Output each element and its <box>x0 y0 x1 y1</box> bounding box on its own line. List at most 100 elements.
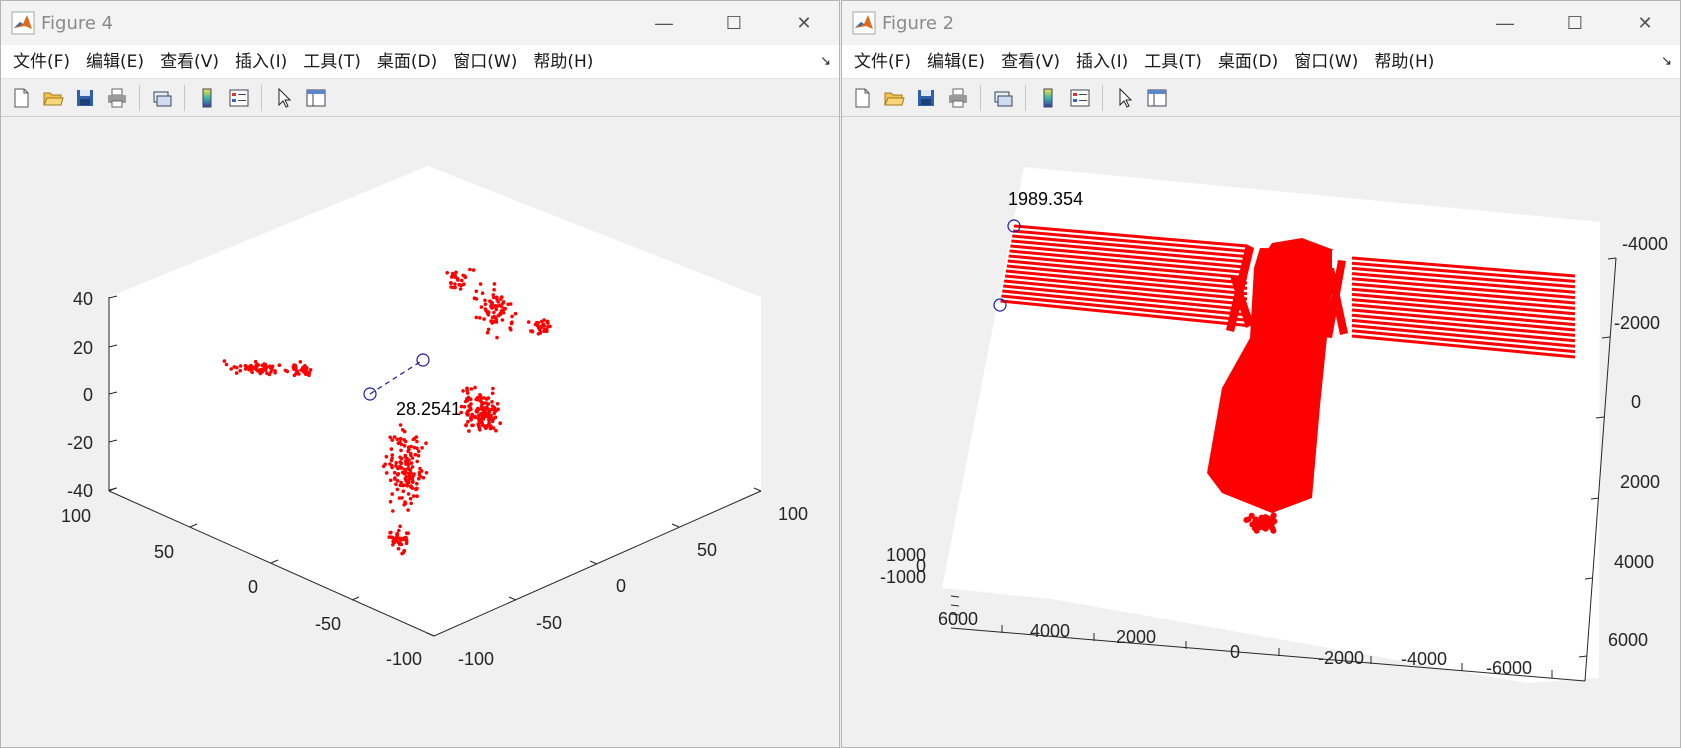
scatter-point <box>478 316 482 320</box>
link-plot-button[interactable] <box>148 84 176 112</box>
datatip-marker[interactable] <box>1007 219 1021 233</box>
solar-panel-row <box>1008 254 1248 280</box>
menu-edit[interactable]: 编辑(E) <box>927 51 986 72</box>
open-file-button[interactable] <box>880 84 908 112</box>
menu-tools[interactable]: 工具(T) <box>303 51 361 72</box>
scatter-point <box>466 395 471 400</box>
scatter3-plot-right[interactable]: -4000 -2000 0 2000 4000 6000 6000 4000 2… <box>842 118 1681 748</box>
link-plot-button[interactable] <box>989 84 1017 112</box>
close-button[interactable]: ✕ <box>796 12 812 33</box>
property-inspector-icon <box>306 89 326 106</box>
insert-legend-button[interactable] <box>1066 84 1094 112</box>
scatter-point <box>295 371 300 376</box>
menu-file[interactable]: 文件(F) <box>13 51 71 72</box>
print-button[interactable] <box>103 84 131 112</box>
insert-legend-button[interactable] <box>225 84 253 112</box>
datatip-marker[interactable] <box>993 298 1007 312</box>
y-tick-labels: 100 50 0 -50 -100 <box>61 506 422 669</box>
menu-view[interactable]: 查看(V) <box>1001 51 1060 72</box>
datatip[interactable]: 1989.354 <box>993 189 1083 312</box>
scatter-point <box>395 473 400 477</box>
scatter-point <box>406 508 410 512</box>
title-bar[interactable]: Figure 2 — ☐ ✕ <box>842 1 1680 45</box>
insert-colorbar-button[interactable] <box>1034 84 1062 112</box>
minimize-button[interactable]: — <box>1496 12 1514 33</box>
scatter-point <box>542 329 546 333</box>
point-mass <box>1262 238 1334 258</box>
solar-panel-row <box>1002 289 1248 317</box>
right-axis-tick-label: 0 <box>1631 392 1641 412</box>
spacecraft-point-cloud <box>1000 224 1576 534</box>
edit-plot-button[interactable] <box>1111 84 1139 112</box>
scatter-point <box>445 271 450 275</box>
menu-insert[interactable]: 插入(I) <box>234 51 288 72</box>
axes-area[interactable]: 40 20 0 -20 -40 100 50 0 -50 -100 -100 -… <box>1 118 840 748</box>
matlab-logo-icon <box>11 11 35 35</box>
maximize-button[interactable]: ☐ <box>1566 12 1584 33</box>
menu-desktop[interactable]: 桌面(D) <box>1217 51 1279 72</box>
dock-arrow-icon[interactable]: ↘ <box>820 53 831 68</box>
x-tick-label: 100 <box>778 504 808 524</box>
menu-window[interactable]: 窗口(W) <box>1294 51 1359 72</box>
menu-help[interactable]: 帮助(H) <box>533 51 594 72</box>
scatter-point <box>298 360 303 364</box>
scatter-point <box>494 428 498 433</box>
scatter-point <box>451 285 456 290</box>
solar-panel-row <box>1351 308 1576 332</box>
menu-help[interactable]: 帮助(H) <box>1374 51 1435 72</box>
menu-edit[interactable]: 编辑(E) <box>86 51 145 72</box>
scatter-point <box>477 419 482 424</box>
dock-arrow-icon[interactable]: ↘ <box>1661 53 1672 68</box>
scatter-point <box>406 492 411 496</box>
scatter-point <box>292 373 297 378</box>
scatter-point <box>476 416 481 421</box>
menu-desktop[interactable]: 桌面(D) <box>376 51 438 72</box>
property-inspector-button[interactable] <box>1143 84 1171 112</box>
solar-panel-row <box>1003 279 1248 306</box>
title-bar[interactable]: Figure 4 — ☐ ✕ <box>1 1 839 45</box>
datatip-marker[interactable] <box>416 353 430 367</box>
datatip-distance-line <box>369 359 424 395</box>
solar-panel-row <box>1351 334 1576 359</box>
scatter-point <box>464 423 468 428</box>
close-button[interactable]: ✕ <box>1637 12 1653 33</box>
scatter-point <box>470 423 474 428</box>
datatip[interactable]: 28.2541 <box>363 353 461 419</box>
maximize-button[interactable]: ☐ <box>725 12 743 33</box>
property-inspector-button[interactable] <box>302 84 330 112</box>
menu-file[interactable]: 文件(F) <box>854 51 912 72</box>
scatter-point <box>421 475 426 480</box>
edit-plot-button[interactable] <box>270 84 298 112</box>
insert-colorbar-button[interactable] <box>193 84 221 112</box>
print-button[interactable] <box>944 84 972 112</box>
menu-view[interactable]: 查看(V) <box>160 51 219 72</box>
minimize-button[interactable]: — <box>655 12 673 33</box>
menu-insert[interactable]: 插入(I) <box>1075 51 1129 72</box>
axes-area[interactable]: -4000 -2000 0 2000 4000 6000 6000 4000 2… <box>842 118 1681 748</box>
scatter-point <box>496 313 501 318</box>
solar-panel-row <box>1351 272 1576 294</box>
scatter-point <box>485 425 489 429</box>
open-file-button[interactable] <box>39 84 67 112</box>
scatter-point <box>415 459 420 464</box>
scatter-point <box>480 421 485 426</box>
scatter3-plot-left[interactable]: 40 20 0 -20 -40 100 50 0 -50 -100 -100 -… <box>1 118 840 748</box>
datatip-marker[interactable] <box>363 387 377 401</box>
menu-window[interactable]: 窗口(W) <box>453 51 518 72</box>
save-button[interactable] <box>71 84 99 112</box>
scatter-point <box>420 446 424 450</box>
new-figure-button[interactable] <box>848 84 876 112</box>
scatter-point <box>401 489 406 494</box>
solar-panel-row <box>1004 274 1248 301</box>
save-button[interactable] <box>912 84 940 112</box>
scatter-point <box>399 456 404 461</box>
scatter-point <box>490 404 495 408</box>
right-axis-tick-label: 4000 <box>1614 552 1654 572</box>
scatter-point <box>474 289 479 294</box>
menu-tools[interactable]: 工具(T) <box>1144 51 1202 72</box>
scatter-point <box>413 452 418 457</box>
solar-panel-row <box>1013 224 1248 248</box>
scatter-point <box>397 496 402 500</box>
new-figure-button[interactable] <box>7 84 35 112</box>
scatter-point <box>405 483 409 487</box>
